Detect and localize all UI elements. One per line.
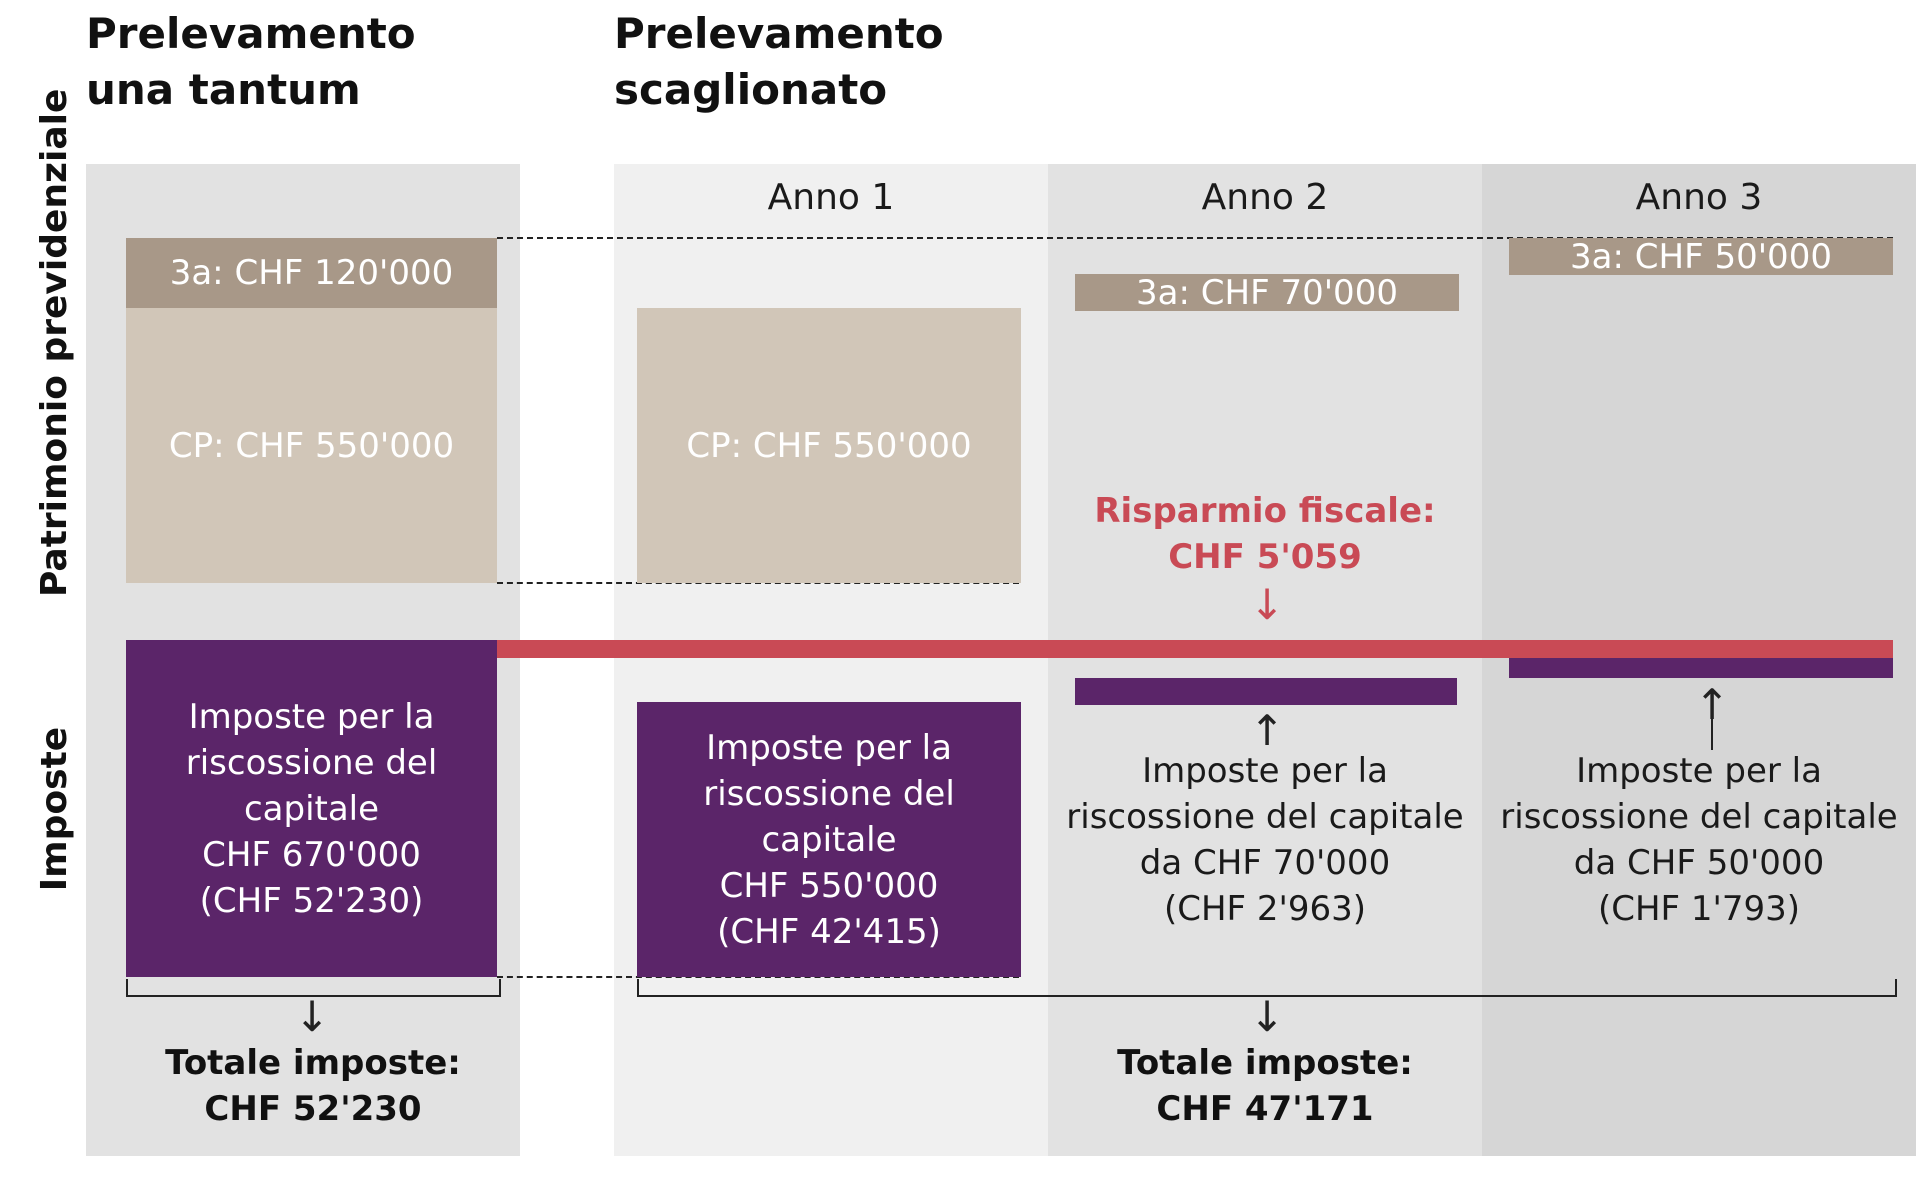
staggered-total-line2: CHF 47'171 — [1156, 1089, 1374, 1129]
lump-sum-tax-box: Imposte per la riscossione del capitale … — [126, 640, 497, 977]
heading-staggered-line1: Prelevamento — [614, 9, 944, 58]
year3-tax-line1: Imposte per la — [1576, 751, 1822, 791]
year2-tax-bar — [1075, 678, 1457, 705]
year2-pillar3a-box: 3a: CHF 70'000 — [1075, 272, 1459, 313]
year2-tax-text: Imposte per la riscossione del capitale … — [1048, 748, 1482, 932]
year3-arrow-shaft — [1711, 694, 1713, 750]
heading-staggered: Prelevamento scaglionato — [614, 6, 944, 118]
year2-tax-line2: riscossione del capitale — [1066, 797, 1464, 837]
year1-tax-text: Imposte per la riscossione del capitale … — [637, 725, 1021, 955]
year3-tax-text: Imposte per la riscossione del capitale … — [1470, 748, 1920, 932]
year-label-1: Anno 1 — [767, 177, 895, 218]
lump-sum-pension-fund-label: CP: CHF 550'000 — [168, 425, 455, 466]
year1-pension-fund-label: CP: CHF 550'000 — [686, 425, 972, 466]
year1-tax-line2: riscossione del capitale — [703, 773, 955, 860]
year3-tax-line4: (CHF 1'793) — [1597, 889, 1801, 929]
year3-tax-line2: riscossione del capitale — [1500, 797, 1898, 837]
lump-sum-pension-fund-box: CP: CHF 550'000 — [126, 308, 497, 583]
lump-sum-pillar3a-box: 3a: CHF 120'000 — [126, 238, 497, 308]
lump-sum-tax-text: Imposte per la riscossione del capitale … — [126, 694, 497, 924]
savings-arrow-down-icon: ↓ — [1249, 580, 1285, 629]
dashed-line-tax-bottom — [497, 976, 1019, 978]
lump-sum-bracket — [126, 979, 501, 997]
lump-sum-total-arrow-icon: ↓ — [294, 992, 330, 1041]
year-label-2: Anno 2 — [1201, 177, 1329, 218]
staggered-bracket — [637, 979, 1897, 997]
year3-tax-bar — [1509, 658, 1893, 678]
dashed-line-top — [497, 237, 1893, 239]
year1-pension-fund-box: CP: CHF 550'000 — [637, 308, 1021, 583]
heading-staggered-line2: scaglionato — [614, 65, 888, 114]
lump-sum-tax-line3: CHF 670'000 — [202, 834, 421, 875]
side-label-taxes: Imposte — [34, 726, 75, 892]
year-label-3: Anno 3 — [1635, 177, 1763, 218]
lump-sum-total: Totale imposte: CHF 52'230 — [86, 1040, 540, 1132]
tax-savings-line2: CHF 5'059 — [1168, 537, 1362, 577]
lump-sum-total-line1: Totale imposte: — [165, 1043, 461, 1083]
year3-arrow-up-icon: ↑ — [1694, 680, 1730, 729]
year2-pillar3a-label: 3a: CHF 70'000 — [1136, 272, 1398, 313]
year3-tax-line3: da CHF 50'000 — [1573, 843, 1825, 883]
tax-savings-label: Risparmio fiscale: CHF 5'059 — [1048, 488, 1482, 580]
heading-lump-sum-line1: Prelevamento — [86, 9, 416, 58]
heading-lump-sum: Prelevamento una tantum — [86, 6, 416, 118]
year1-tax-box: Imposte per la riscossione del capitale … — [637, 702, 1021, 977]
band-year-2 — [1048, 164, 1482, 1156]
year1-tax-line3: CHF 550'000 — [719, 865, 939, 906]
heading-lump-sum-line2: una tantum — [86, 65, 361, 114]
year2-tax-line4: (CHF 2'963) — [1163, 889, 1367, 929]
year1-tax-line1: Imposte per la — [706, 727, 952, 768]
staggered-total-line1: Totale imposte: — [1117, 1043, 1413, 1083]
year1-tax-line4: (CHF 42'415) — [717, 911, 941, 952]
side-label-assets: Patrimonio previdenziale — [34, 88, 75, 597]
lump-sum-tax-line2: riscossione del capitale — [185, 742, 438, 829]
year2-arrow-up-icon: ↑ — [1249, 706, 1285, 755]
lump-sum-total-line2: CHF 52'230 — [204, 1089, 422, 1129]
year2-tax-line3: da CHF 70'000 — [1139, 843, 1391, 883]
lump-sum-tax-line1: Imposte per la — [188, 696, 435, 737]
staggered-total-arrow-icon: ↓ — [1249, 992, 1285, 1041]
tax-savings-bar — [497, 640, 1893, 658]
year2-tax-line1: Imposte per la — [1142, 751, 1388, 791]
dashed-line-assets-bottom — [497, 582, 1019, 584]
lump-sum-tax-line4: (CHF 52'230) — [199, 880, 424, 921]
year3-pillar3a-box: 3a: CHF 50'000 — [1509, 236, 1893, 277]
staggered-total: Totale imposte: CHF 47'171 — [1048, 1040, 1482, 1132]
year3-pillar3a-label: 3a: CHF 50'000 — [1570, 236, 1832, 277]
lump-sum-pillar3a-label: 3a: CHF 120'000 — [169, 253, 454, 293]
tax-savings-line1: Risparmio fiscale: — [1094, 491, 1436, 531]
